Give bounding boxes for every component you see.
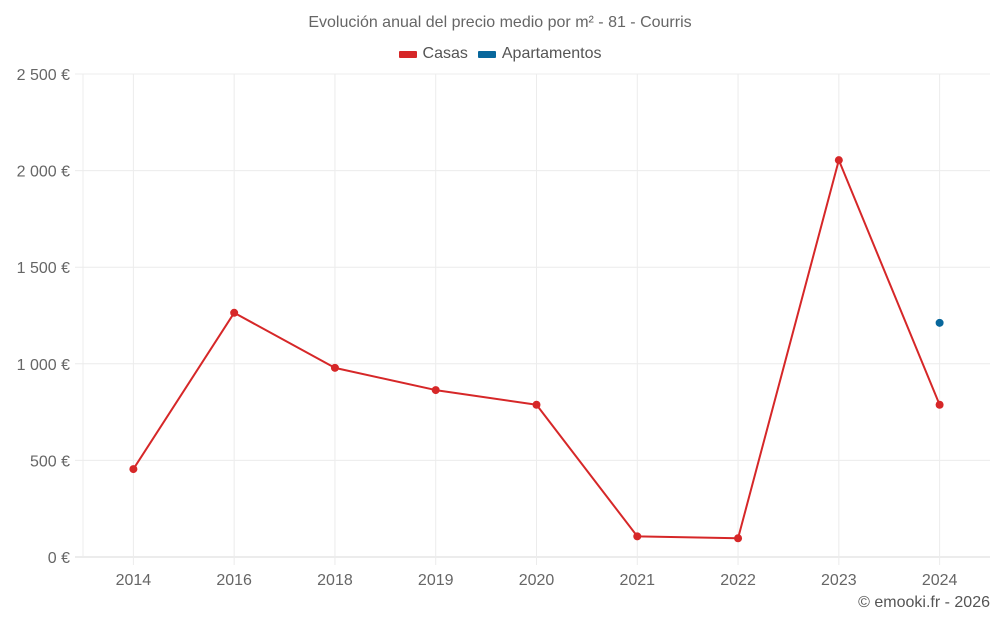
gridlines <box>75 73 990 565</box>
data-point-casas[interactable] <box>129 465 138 474</box>
x-tick-label: 2020 <box>519 572 555 589</box>
data-point-casas[interactable] <box>532 400 541 409</box>
y-axis: 0 € 500 € 1 000 € 1 500 € 2 000 € 2 500 € <box>17 67 70 567</box>
series-layer <box>129 156 944 543</box>
y-tick-label: 1 500 € <box>17 260 70 277</box>
data-point-casas[interactable] <box>935 400 944 409</box>
y-tick-label: 500 € <box>30 453 70 470</box>
x-tick-label: 2022 <box>720 572 756 589</box>
x-tick-label: 2014 <box>116 572 152 589</box>
credit-text: © emooki.fr - 2026 <box>858 594 990 611</box>
x-tick-label: 2018 <box>317 572 353 589</box>
legend-swatch-casas <box>398 50 417 58</box>
legend-item-casas[interactable]: Casas <box>398 45 468 63</box>
y-tick-label: 0 € <box>48 550 70 567</box>
x-tick-label: 2021 <box>619 572 655 589</box>
chart-title: Evolución anual del precio medio por m² … <box>308 14 692 31</box>
x-tick-label: 2019 <box>418 572 454 589</box>
data-point-casas[interactable] <box>330 363 339 372</box>
x-axis: 2014 2016 2018 2019 2020 2021 2022 2023 2024 <box>116 572 958 589</box>
legend-swatch-apartamentos <box>477 50 496 58</box>
x-tick-label: 2016 <box>216 572 252 589</box>
legend-label-casas: Casas <box>422 45 468 62</box>
legend: Casas Apartamentos <box>0 45 1000 63</box>
data-point-casas[interactable] <box>834 156 843 165</box>
y-tick-label: 2 500 € <box>17 67 70 84</box>
legend-label-apartamentos: Apartamentos <box>501 45 602 62</box>
data-point-casas[interactable] <box>734 534 743 543</box>
y-tick-label: 2 000 € <box>17 164 70 181</box>
data-point-casas[interactable] <box>230 308 239 317</box>
legend-item-apartamentos[interactable]: Apartamentos <box>477 45 602 63</box>
data-point-apartamentos[interactable] <box>935 318 944 327</box>
data-point-casas[interactable] <box>431 386 440 395</box>
data-point-casas[interactable] <box>633 532 642 541</box>
x-tick-label: 2023 <box>821 572 857 589</box>
x-tick-label: 2024 <box>922 572 958 589</box>
y-tick-label: 1 000 € <box>17 357 70 374</box>
